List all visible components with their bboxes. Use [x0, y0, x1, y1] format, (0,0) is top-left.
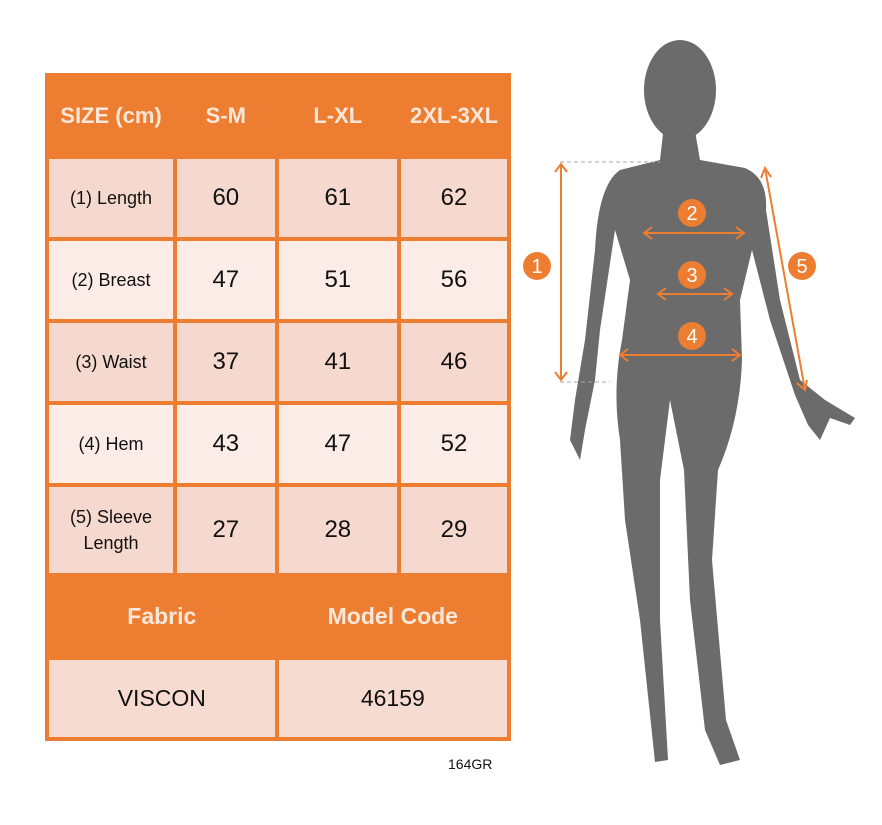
cell: 37	[177, 323, 275, 401]
row-label: (4) Hem	[49, 405, 173, 483]
cell: 47	[278, 405, 397, 483]
fabric-header: Fabric	[127, 603, 197, 629]
row-label: (5) Sleeve Length	[49, 487, 173, 573]
row-label: (2) Breast	[49, 241, 173, 319]
silhouette-icon	[570, 40, 855, 765]
cell: 29	[401, 487, 507, 573]
model-code-header: Model Code	[327, 603, 458, 629]
table-row: (1) Length 60 61 62	[49, 159, 507, 237]
table-row: (3) Waist 37 41 46	[49, 323, 507, 401]
footer-value-row: VISCON 46159	[49, 660, 507, 737]
fabric-value: VISCON	[49, 660, 275, 737]
marker-1: 1	[531, 256, 542, 278]
cell: 61	[278, 159, 397, 237]
cell: 52	[401, 405, 507, 483]
footer-header-row: Fabric Model Code	[49, 577, 507, 656]
marker-badges: 1 2 3 4 5	[523, 199, 816, 350]
header-l-xl: L-XL	[313, 103, 363, 128]
header-size: SIZE (cm)	[60, 103, 162, 128]
cell: 43	[177, 405, 275, 483]
cell: 51	[278, 241, 397, 319]
cell: 62	[401, 159, 507, 237]
row-label: (3) Waist	[49, 323, 173, 401]
model-code-value: 46159	[278, 660, 507, 737]
cell: 60	[177, 159, 275, 237]
row-label: (1) Length	[49, 159, 173, 237]
marker-3: 3	[686, 265, 697, 287]
cell: 28	[278, 487, 397, 573]
header-2xl-3xl: 2XL-3XL	[409, 103, 499, 128]
cell: 46	[401, 323, 507, 401]
marker-4: 4	[686, 326, 697, 348]
table-row: (5) Sleeve Length 27 28 29	[49, 487, 507, 573]
cell: 41	[278, 323, 397, 401]
sleeve-arrow	[764, 167, 806, 391]
marker-5: 5	[796, 256, 807, 278]
table-row: (4) Hem 43 47 52	[49, 405, 507, 483]
table-row: (2) Breast 47 51 56	[49, 241, 507, 319]
header-row: SIZE (cm) S-M L-XL 2XL-3XL	[49, 77, 507, 155]
header-s-m: S-M	[205, 103, 246, 128]
weight-label: 164GR	[448, 756, 493, 772]
cell: 27	[177, 487, 275, 573]
cell: 47	[177, 241, 275, 319]
size-chart-table: SIZE (cm) S-M L-XL 2XL-3XL (1) Length 60…	[45, 73, 511, 741]
cell: 56	[401, 241, 507, 319]
marker-2: 2	[686, 203, 697, 225]
